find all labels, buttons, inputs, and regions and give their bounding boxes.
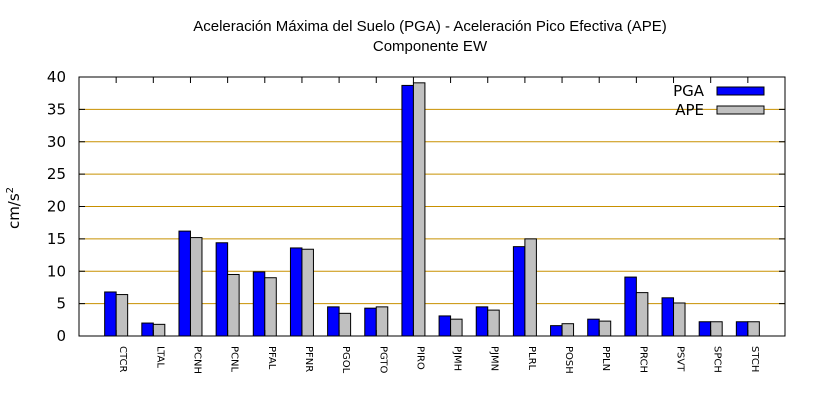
legend-label: APE <box>675 101 704 119</box>
x-tick-label: PFNR <box>303 346 314 372</box>
bar-ape <box>524 238 537 337</box>
x-tick-label: PIRO <box>414 346 425 370</box>
bar-ape <box>450 318 463 337</box>
bar-pga <box>289 247 303 337</box>
bar-ape <box>189 237 203 337</box>
y-axis-label-unit: cm/s <box>5 193 23 229</box>
y-tick-label: 25 <box>47 165 66 183</box>
y-tick-label: 35 <box>47 100 66 118</box>
x-tick-label: PJMN <box>489 346 500 371</box>
bar-pga <box>624 276 637 337</box>
chart-title: Aceleración Máxima del Suelo (PGA) - Ace… <box>193 18 667 35</box>
bar-pga <box>252 271 266 337</box>
bar-pga <box>215 242 229 337</box>
y-tick-label: 5 <box>56 295 66 313</box>
bar-ape <box>152 323 166 337</box>
bar-ape <box>338 312 352 337</box>
bar-pga <box>327 306 340 337</box>
x-tick-label: LTAL <box>154 346 165 368</box>
bar-pga <box>141 322 154 337</box>
y-tick-label: 30 <box>47 133 66 151</box>
bar-ape <box>375 306 389 337</box>
bar-pga <box>735 321 749 337</box>
y-axis-label-exponent: 2 <box>5 187 16 193</box>
bar-ape <box>635 292 649 337</box>
x-tick-label: PCNH <box>191 346 202 374</box>
x-tick-label: PGTO <box>377 346 388 374</box>
bar-pga <box>364 307 377 337</box>
y-tick-label: 40 <box>47 68 66 86</box>
x-tick-label: PJMH <box>452 346 463 371</box>
bar-ape <box>561 323 575 337</box>
bar-pga <box>401 84 414 337</box>
bar-ape <box>598 320 612 337</box>
x-tick-label: SPCH <box>712 346 723 373</box>
bar-pga <box>475 306 489 337</box>
plot-frame <box>78 76 786 337</box>
y-axis-label: cm/s2 <box>5 187 23 229</box>
legend-swatch <box>716 86 765 96</box>
x-tick-label: PFAL <box>266 346 277 370</box>
bar-ape <box>710 321 723 337</box>
x-tick-label: STCH <box>749 346 760 372</box>
x-tick-label: PCNL <box>229 346 240 372</box>
bar-ape <box>487 309 500 337</box>
bar-pga <box>178 230 191 337</box>
y-tick-label: 20 <box>47 198 66 216</box>
bar-pga <box>104 291 117 337</box>
bar-ape <box>227 273 240 337</box>
bar-ape <box>301 248 314 337</box>
x-tick-label: PGOL <box>340 346 351 374</box>
y-tick-label: 0 <box>56 327 66 345</box>
bar-ape <box>264 277 277 337</box>
bar-pga <box>587 318 600 337</box>
legend-label: PGA <box>673 82 705 100</box>
x-tick-label: POSH <box>563 346 574 374</box>
category-labels: CTCR LTAL PCNH PCNL PFAL PFNR PGOL PGTO PIRO PJMH… <box>117 346 760 374</box>
bar-pga <box>698 321 712 337</box>
bar-ape <box>673 302 686 337</box>
y-tick-label: 15 <box>47 230 66 248</box>
bar-pga <box>438 315 452 337</box>
bar-pga <box>512 246 526 337</box>
chart-subtitle: Componente EW <box>373 38 488 55</box>
y-tick-label: 10 <box>47 262 66 280</box>
legend-swatch <box>716 105 765 115</box>
bar-ape <box>115 294 129 337</box>
bar-pga <box>661 297 675 337</box>
x-tick-label: PSVT <box>675 346 686 372</box>
bar-ape <box>412 82 426 337</box>
x-tick-label: CTCR <box>117 346 128 372</box>
x-tick-label: PLRL <box>526 346 537 371</box>
ticks-layer: 0 5 10 15 20 25 30 35 40 <box>47 68 785 345</box>
bar-pga <box>550 325 563 337</box>
x-tick-label: PPLN <box>600 346 611 371</box>
bar-ape <box>747 321 760 337</box>
x-tick-label: PRCH <box>637 346 648 373</box>
bars-layer <box>104 82 760 337</box>
